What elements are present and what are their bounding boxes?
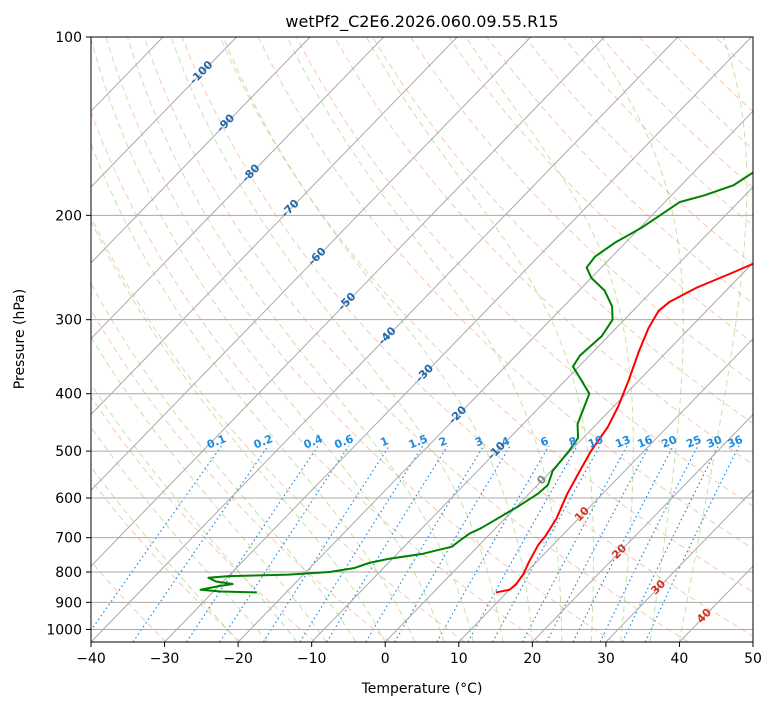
x-axis-title: Temperature (°C) bbox=[361, 681, 483, 697]
mixing-ratio-line bbox=[186, 445, 319, 642]
x-tick-label: −30 bbox=[150, 651, 180, 667]
x-tick-label: 30 bbox=[597, 651, 615, 667]
y-tick-label: 100 bbox=[55, 30, 82, 46]
isotherm bbox=[164, 37, 752, 642]
temperature-profile-line bbox=[495, 262, 753, 594]
mixing-ratio-line bbox=[622, 445, 719, 642]
dry-adiabat bbox=[295, 37, 753, 507]
moist-adiabat bbox=[222, 37, 533, 642]
moist-adiabat bbox=[465, 37, 634, 642]
isotherm bbox=[91, 37, 679, 642]
dry-adiabat bbox=[91, 110, 540, 642]
moist-adiabat bbox=[286, 37, 563, 642]
dry-adiabat bbox=[486, 37, 753, 304]
moist-adiabat bbox=[91, 335, 327, 642]
mixing-ratio-label: 1 bbox=[379, 434, 391, 449]
moist-adiabat bbox=[91, 383, 298, 642]
x-tick-label: 50 bbox=[744, 651, 762, 667]
isotherm bbox=[384, 262, 753, 642]
mixing-ratio-line bbox=[263, 445, 390, 642]
moist-adiabat bbox=[127, 37, 474, 642]
x-tick-label: 20 bbox=[523, 651, 541, 667]
y-tick-label: 1000 bbox=[46, 622, 82, 638]
moist-adiabat bbox=[91, 465, 239, 642]
mixing-ratio-label: 25 bbox=[684, 433, 703, 451]
moist-adiabat bbox=[91, 282, 357, 642]
isotherm bbox=[311, 186, 753, 642]
moist-adiabat bbox=[170, 37, 504, 642]
moist-adiabat bbox=[91, 37, 445, 642]
mixing-ratio-label: 30 bbox=[705, 433, 724, 451]
moist-adiabat bbox=[365, 37, 595, 642]
mixing-ratio-line bbox=[219, 445, 350, 642]
dry-adiabat bbox=[257, 37, 753, 550]
mixing-ratio-label: 2 bbox=[437, 434, 449, 449]
x-tick-label: 0 bbox=[381, 651, 390, 667]
mixing-ratio-line bbox=[644, 445, 740, 642]
mixing-ratio-line bbox=[326, 445, 449, 642]
isotherm bbox=[458, 337, 753, 642]
x-tick-label: −20 bbox=[223, 651, 253, 667]
y-axis-title: Pressure (hPa) bbox=[12, 289, 28, 389]
isotherm bbox=[237, 110, 753, 642]
mixing-ratio-label: 20 bbox=[660, 433, 679, 451]
isotherm bbox=[91, 37, 532, 492]
mixing-ratio-label: 10 bbox=[586, 433, 605, 451]
x-tick-label: −10 bbox=[297, 651, 327, 667]
isotherm bbox=[605, 489, 753, 642]
y-tick-label: 600 bbox=[55, 491, 82, 507]
mixing-ratio-label: 3 bbox=[473, 434, 485, 449]
dry-adiabat bbox=[448, 37, 753, 344]
mixing-ratio-line bbox=[91, 445, 222, 632]
isotherm bbox=[531, 413, 753, 642]
isotherm bbox=[91, 37, 384, 340]
mixing-ratio-line bbox=[299, 445, 424, 642]
mixing-ratio-label: 16 bbox=[635, 433, 654, 451]
moist-adiabat bbox=[91, 426, 268, 642]
x-tick-label: −40 bbox=[76, 651, 106, 667]
isotherm bbox=[91, 37, 237, 188]
y-tick-label: 200 bbox=[55, 208, 82, 224]
x-tick-label: 10 bbox=[450, 651, 468, 667]
isotherm bbox=[91, 37, 605, 567]
isotherm bbox=[91, 37, 311, 264]
moist-adiabat bbox=[678, 37, 748, 642]
dry-adiabat bbox=[219, 37, 753, 593]
mixing-ratio-line bbox=[467, 445, 578, 642]
y-tick-label: 700 bbox=[55, 531, 82, 547]
x-tick-label: 40 bbox=[671, 651, 689, 667]
dry-adiabat bbox=[91, 395, 316, 642]
mixing-ratio-line bbox=[521, 445, 628, 642]
profiles bbox=[199, 171, 753, 594]
y-tick-label: 400 bbox=[55, 387, 82, 403]
mixing-ratio-label: 36 bbox=[726, 433, 745, 451]
y-tick-label: 300 bbox=[55, 313, 82, 329]
mixing-ratio-label: 8 bbox=[567, 434, 579, 449]
moist-adiabat bbox=[589, 37, 684, 642]
y-tick-label: 500 bbox=[55, 444, 82, 460]
dry-adiabat bbox=[410, 37, 753, 384]
dry-adiabat bbox=[105, 37, 614, 642]
mixing-ratio-label: 13 bbox=[613, 433, 632, 451]
dry-adiabat bbox=[143, 37, 689, 642]
y-tick-label: 800 bbox=[55, 565, 82, 581]
dry-adiabat bbox=[91, 479, 242, 642]
chart-title: wetPf2_C2E6.2026.060.09.55.R15 bbox=[285, 12, 558, 32]
mixing-ratio-line bbox=[365, 445, 485, 642]
grid-lines bbox=[91, 37, 753, 642]
y-tick-label: 900 bbox=[55, 595, 82, 611]
plot-frame bbox=[90, 36, 754, 643]
axis-ticks: −40 −30 −20 −10 0 10 20 30 40 50 100 200 300 400 500 60… bbox=[46, 30, 762, 667]
mixing-ratio-line bbox=[492, 445, 601, 642]
isotherm bbox=[91, 37, 458, 416]
moist-adiabat bbox=[91, 219, 386, 642]
dewpoint-profile-line bbox=[199, 171, 753, 594]
mixing-ratio-line bbox=[436, 445, 550, 642]
